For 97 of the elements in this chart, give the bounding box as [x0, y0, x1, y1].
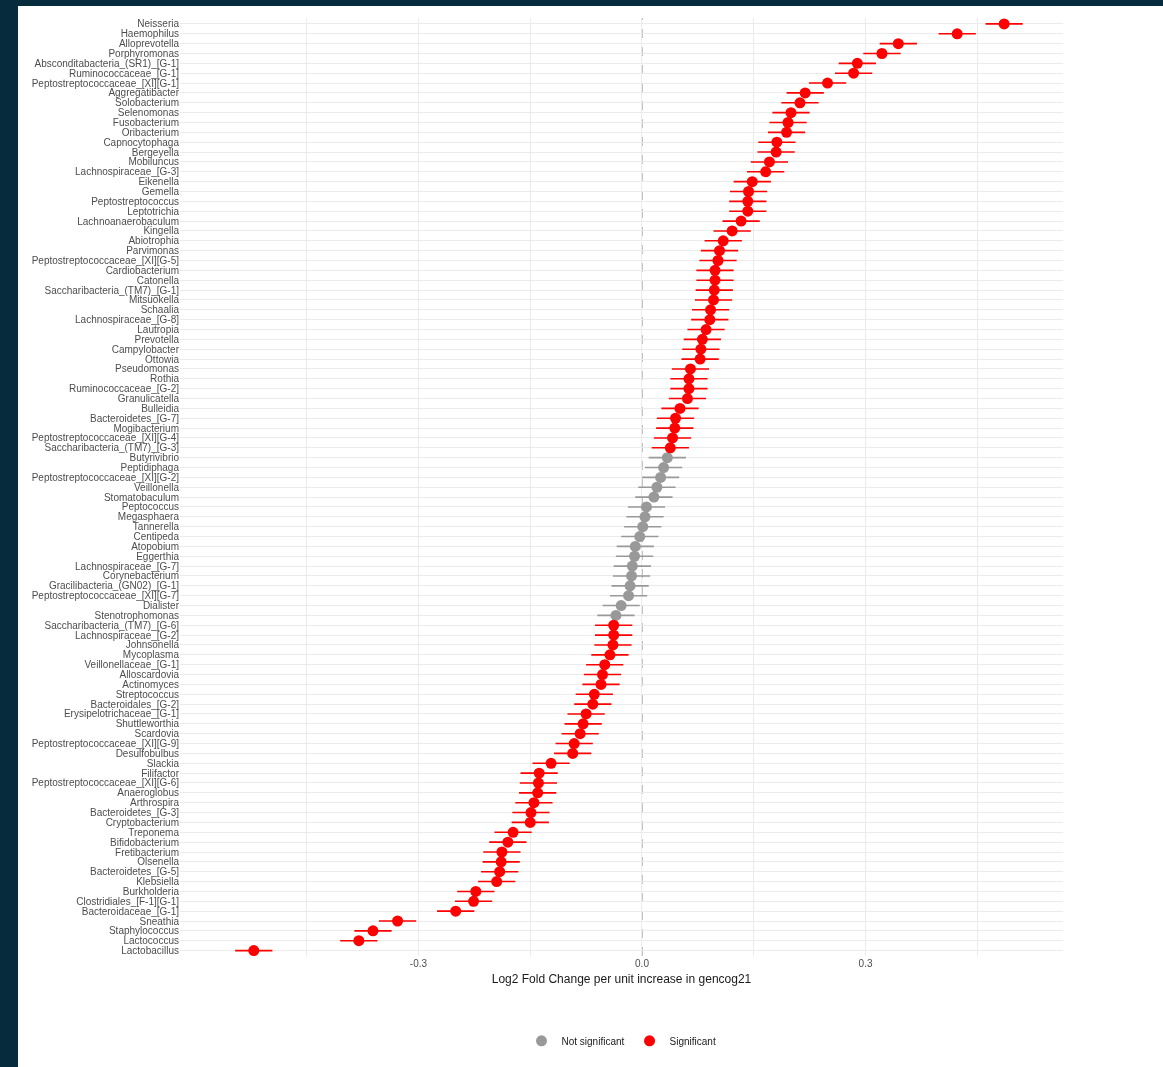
y-tick-label: Lachnoanaerobaculum — [77, 215, 179, 227]
point — [658, 462, 670, 474]
y-tick-label: Veillonellaceae_[G-1] — [84, 659, 180, 671]
y-tick-label: Scardovia — [134, 728, 180, 740]
point — [610, 609, 622, 621]
y-tick-label: Peptostreptococcaceae_[XI][G-4] — [31, 432, 180, 444]
point — [626, 560, 638, 572]
y-tick-label: Catonella — [136, 274, 180, 286]
y-tick-label: Dialister — [142, 600, 180, 612]
y-tick-label: Peptostreptococcus — [91, 195, 179, 207]
y-tick-label: Alloprevotella — [118, 38, 180, 50]
y-tick-label: Clostridiales_[F-1][G-1] — [76, 895, 180, 907]
y-tick-label: Treponema — [128, 826, 180, 838]
legend-label: Significant — [669, 1035, 716, 1047]
y-tick-label: Butyrivibrio — [129, 452, 180, 464]
y-tick-label: Peptostreptococcaceae_[XI][G-6] — [31, 777, 180, 789]
point — [629, 550, 641, 562]
point — [615, 600, 627, 612]
y-tick-label: Ottowia — [145, 353, 180, 365]
y-tick-label: Granulicatella — [117, 393, 180, 405]
y-tick-label: Mobiluncus — [128, 156, 179, 168]
point — [651, 481, 663, 493]
y-tick-label: Ruminococcaceae_[G-2] — [68, 383, 180, 395]
y-tick-label: Fusobacterium — [112, 117, 179, 128]
y-tick-label: Eikenella — [138, 176, 180, 188]
x-tick-label: 0.3 — [858, 958, 873, 969]
y-tick-label: Mycoplasma — [122, 649, 180, 661]
y-tick-label: Staphylococcus — [108, 925, 179, 937]
y-tick-label: Capnocytophaga — [103, 136, 180, 148]
y-tick-label: Bulleidia — [141, 402, 180, 414]
y-tick-label: Gracilibacteria_(GN02)_[G-1] — [48, 580, 180, 592]
y-tick-label: Eggerthia — [136, 550, 180, 562]
point — [637, 521, 649, 533]
y-tick-label: Bacteroidetes_[G-3] — [90, 807, 180, 819]
point — [640, 501, 652, 513]
y-tick-label: Parvimonas — [126, 245, 179, 257]
y-tick-label: Lautropia — [137, 324, 180, 336]
y-tick-label: Johnsonella — [125, 639, 180, 651]
y-tick-label: Stenotrophomonas — [94, 609, 179, 621]
y-tick-label: Shuttleworthia — [115, 718, 180, 730]
y-tick-label: Kingella — [143, 225, 180, 237]
y-tick-label: Peptostreptococcaceae_[XI][G-7] — [31, 590, 180, 602]
y-tick-label: Filifactor — [141, 767, 180, 779]
y-tick-label: Lachnospiraceae_[G-3] — [75, 166, 180, 178]
y-tick-label: Olsenella — [137, 856, 180, 868]
y-tick-label: Saccharibacteria_(TM7)_[G-3] — [44, 442, 180, 454]
y-tick-label: Erysipelotrichaceae_[G-1] — [63, 708, 180, 720]
point — [624, 580, 636, 592]
y-tick-label: Corynebacterium — [102, 570, 179, 582]
legend-label: Not significant — [561, 1035, 625, 1047]
y-tick-label: Anaeroglobus — [117, 787, 179, 799]
point — [623, 590, 635, 602]
y-tick-label: Rothia — [150, 373, 180, 385]
y-tick-label: Selenomonas — [117, 107, 179, 119]
y-tick-label: Lachnospiraceae_[G-8] — [75, 314, 180, 326]
point — [655, 471, 667, 483]
y-tick-label: Schaalia — [140, 304, 180, 316]
point — [639, 511, 651, 523]
y-tick-label: Megasphaera — [117, 511, 180, 523]
y-tick-label: Bacteroidetes_[G-5] — [90, 866, 180, 878]
y-tick-label: Haemophilus — [120, 28, 179, 40]
y-tick-label: Centipeda — [133, 531, 180, 543]
y-tick-label: Burkholderia — [122, 885, 180, 897]
y-tick-label: Campylobacter — [111, 343, 180, 355]
y-tick-label: Oribacterium — [121, 126, 179, 138]
x-tick-label: 0.0 — [635, 958, 650, 969]
y-tick-label: Pseudomonas — [115, 363, 179, 375]
y-tick-label: Peptostreptococcaceae_[XI][G-5] — [31, 255, 180, 267]
y-tick-label: Peptococcus — [121, 501, 179, 513]
y-tick-label: Actinomyces — [122, 678, 179, 690]
y-tick-label: Abiotrophia — [128, 235, 180, 247]
y-tick-label: Gemella — [141, 186, 180, 197]
point — [648, 491, 660, 503]
x-tick-label: -0.3 — [409, 958, 428, 969]
y-tick-label: Aggregatibacter — [108, 87, 180, 99]
y-tick-label: Alloscardovia — [119, 669, 180, 681]
y-tick-label: Arthrospira — [130, 797, 180, 809]
point — [626, 570, 638, 582]
y-tick-label: Slackia — [146, 757, 180, 769]
x-axis-title: Log2 Fold Change per unit increase in gencog21 — [491, 971, 752, 986]
y-tick-label: Bacteroidetes_[G-7] — [90, 412, 180, 424]
y-tick-label: Klebsiella — [136, 876, 180, 888]
y-tick-label: Lactococcus — [123, 935, 179, 947]
y-tick-label: Peptidiphaga — [120, 462, 180, 474]
y-tick-label: Fretibacterium — [115, 846, 179, 858]
y-tick-label: Lactobacillus — [121, 945, 179, 957]
point — [634, 531, 646, 543]
y-tick-label: Solobacterium — [115, 97, 179, 109]
point — [629, 540, 641, 552]
y-tick-label: Peptostreptococcaceae_[XI][G-9] — [31, 738, 180, 750]
y-tick-label: Stomatobaculum — [103, 491, 179, 503]
y-tick-label: Saccharibacteria_(TM7)_[G-1] — [44, 284, 180, 296]
point — [661, 452, 673, 464]
y-tick-label: Saccharibacteria_(TM7)_[G-6] — [44, 619, 180, 631]
y-tick-label: Mitsuokella — [128, 294, 180, 306]
y-tick-label: Neisseria — [137, 18, 180, 30]
y-tick-label: Tannerella — [132, 521, 180, 533]
